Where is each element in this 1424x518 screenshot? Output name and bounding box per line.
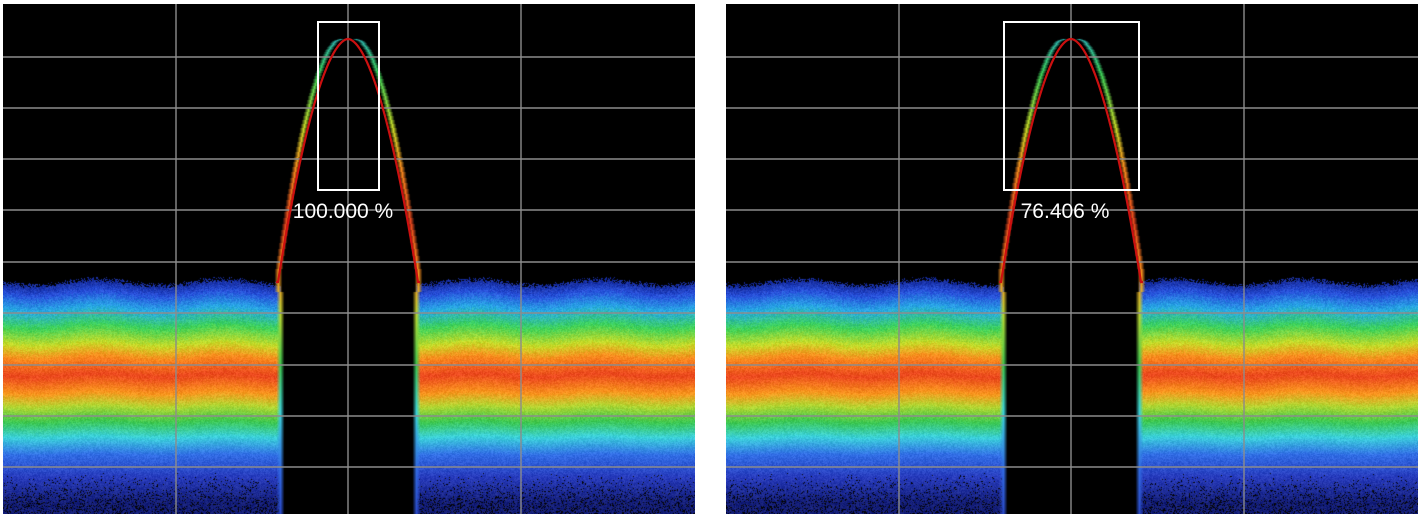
- signal-trace: [276, 37, 420, 284]
- persistence-heatmap: [3, 4, 695, 514]
- mask-box: [317, 21, 380, 191]
- spectrum-display-left: 100.000 %: [3, 4, 695, 514]
- measurement-readout: 100.000 %: [292, 200, 394, 223]
- mask-box: [1003, 21, 1140, 191]
- overlay-right: [726, 4, 1418, 514]
- persistence-heatmap: [726, 4, 1418, 514]
- spectrum-display-right: 76.406 %: [726, 4, 1418, 514]
- measurement-readout: 76.406 %: [1020, 200, 1110, 223]
- overlay-left: [3, 4, 695, 514]
- signal-trace: [999, 37, 1143, 284]
